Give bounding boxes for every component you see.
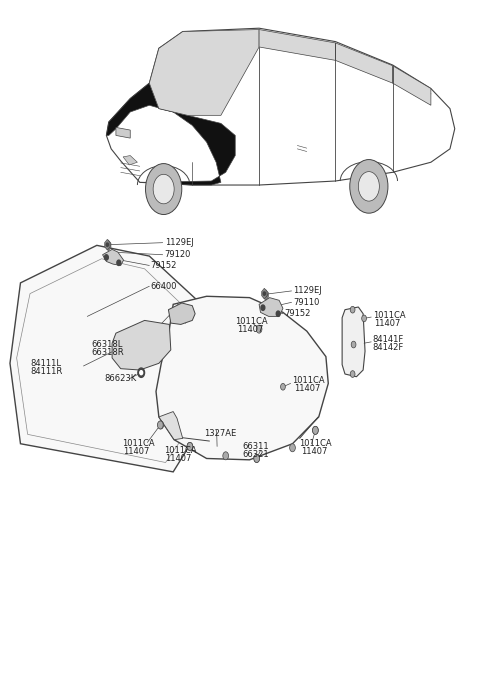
Text: 79152: 79152 (151, 261, 177, 270)
Text: 1011CA: 1011CA (372, 310, 405, 320)
Polygon shape (103, 250, 123, 265)
Text: 1011CA: 1011CA (164, 446, 196, 455)
Circle shape (350, 306, 355, 313)
Text: 11407: 11407 (301, 448, 327, 456)
Circle shape (276, 311, 280, 316)
Text: 86623K: 86623K (104, 374, 136, 382)
Circle shape (157, 421, 163, 429)
Text: 66311: 66311 (242, 442, 269, 451)
Text: 84141F: 84141F (372, 334, 404, 344)
Circle shape (261, 305, 265, 310)
Polygon shape (259, 30, 336, 61)
Circle shape (263, 292, 265, 295)
Text: 11407: 11407 (166, 454, 192, 463)
Polygon shape (123, 155, 137, 165)
Circle shape (359, 172, 379, 201)
Circle shape (105, 255, 108, 260)
Polygon shape (112, 320, 171, 370)
Polygon shape (168, 303, 195, 324)
Circle shape (264, 293, 267, 297)
Polygon shape (116, 127, 130, 138)
Circle shape (312, 426, 318, 434)
Polygon shape (156, 296, 328, 460)
Polygon shape (107, 83, 235, 185)
Circle shape (145, 164, 182, 215)
Text: 1129EJ: 1129EJ (293, 287, 322, 295)
Circle shape (153, 174, 174, 204)
Circle shape (106, 243, 108, 246)
Circle shape (107, 244, 109, 247)
Circle shape (117, 260, 120, 265)
Text: 66400: 66400 (151, 282, 177, 291)
Text: 79110: 79110 (293, 298, 320, 307)
Polygon shape (259, 297, 283, 316)
Text: 66318R: 66318R (91, 348, 124, 357)
Circle shape (312, 426, 318, 434)
Polygon shape (393, 66, 431, 105)
Circle shape (254, 454, 260, 462)
Polygon shape (336, 43, 393, 83)
Polygon shape (263, 289, 268, 300)
Text: 1011CA: 1011CA (121, 439, 154, 448)
Polygon shape (342, 307, 365, 377)
Text: 11407: 11407 (374, 318, 401, 328)
Text: 66321: 66321 (242, 450, 269, 459)
Text: 79120: 79120 (165, 250, 191, 259)
Text: 66318L: 66318L (91, 340, 122, 349)
Text: 1327AE: 1327AE (204, 429, 237, 437)
Circle shape (350, 371, 355, 378)
Circle shape (158, 421, 164, 429)
Circle shape (281, 384, 285, 390)
Text: 84111R: 84111R (30, 367, 62, 376)
Polygon shape (262, 288, 267, 299)
Text: 11407: 11407 (237, 325, 264, 334)
Text: 79152: 79152 (284, 309, 311, 318)
Text: 84111L: 84111L (30, 359, 61, 368)
Circle shape (351, 341, 356, 348)
Circle shape (289, 444, 295, 452)
Circle shape (138, 368, 144, 378)
Text: 1011CA: 1011CA (235, 317, 268, 326)
Circle shape (256, 325, 262, 333)
Circle shape (223, 452, 228, 460)
Polygon shape (105, 240, 110, 250)
Circle shape (254, 454, 260, 462)
Circle shape (187, 442, 193, 450)
Polygon shape (106, 240, 111, 251)
Text: 11407: 11407 (123, 448, 150, 456)
Polygon shape (149, 30, 259, 115)
Text: 11407: 11407 (294, 384, 321, 393)
Text: 1011CA: 1011CA (292, 376, 325, 385)
Text: 84142F: 84142F (372, 343, 404, 352)
Circle shape (362, 315, 366, 322)
Text: 1011CA: 1011CA (299, 439, 332, 448)
Circle shape (140, 371, 143, 375)
Polygon shape (159, 412, 183, 439)
Circle shape (350, 160, 388, 213)
Polygon shape (10, 246, 250, 472)
Circle shape (187, 442, 193, 450)
Text: 1129EJ: 1129EJ (165, 238, 193, 247)
